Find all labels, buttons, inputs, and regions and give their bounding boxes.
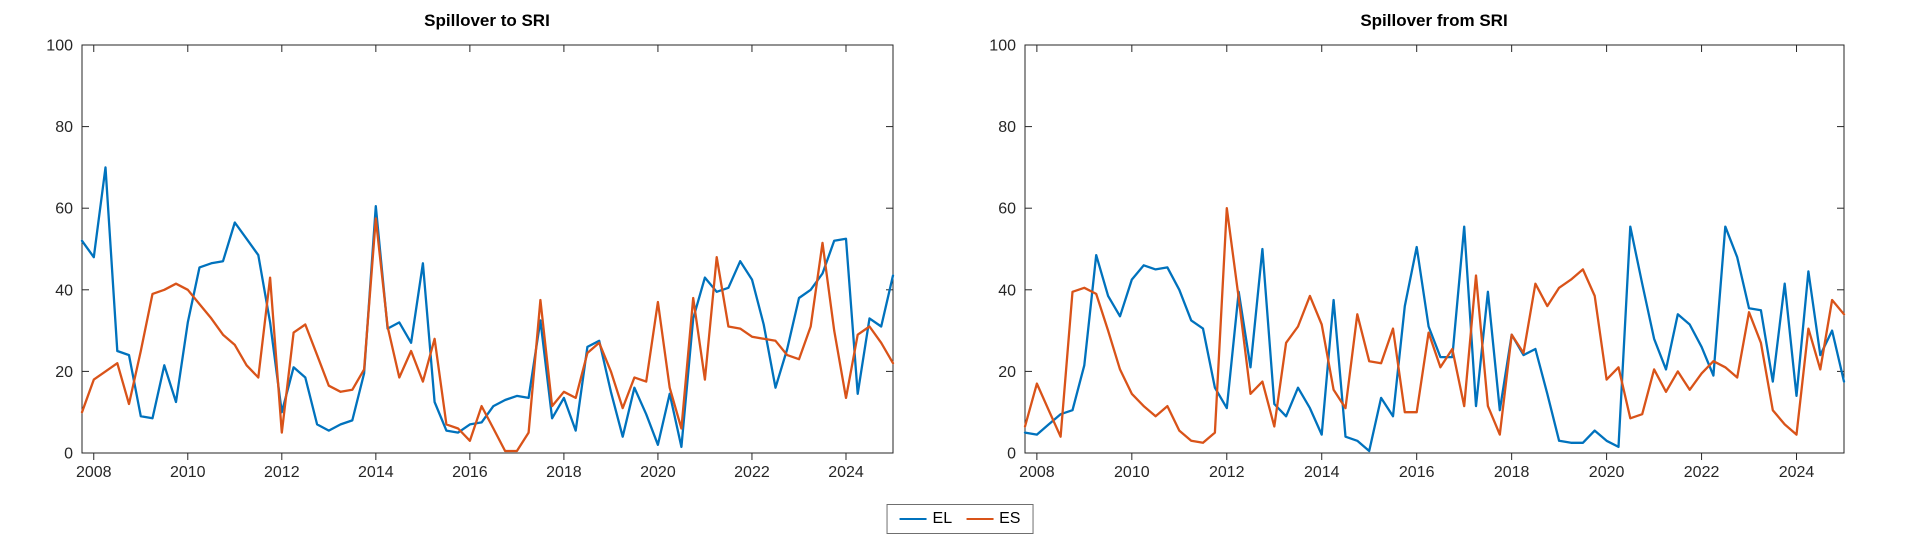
y-tick-label: 100 bbox=[989, 38, 1016, 55]
y-tick-label: 40 bbox=[998, 282, 1016, 299]
x-tick-label: 2022 bbox=[734, 464, 770, 481]
legend-label-es: ES bbox=[999, 510, 1021, 527]
chart-spillover-from-sri-canvas: Spillover from SRI 2008 2010 2012 2014 2016 2… bbox=[989, 11, 1846, 481]
legend-item-el: EL bbox=[899, 509, 953, 529]
x-tick-label: 2010 bbox=[170, 464, 206, 481]
chart-spillover-from-sri: Spillover from SRI 2008 2010 2012 2014 2016 2… bbox=[960, 0, 1920, 540]
y-tick-label: 20 bbox=[55, 364, 73, 381]
legend: EL ES bbox=[886, 504, 1034, 534]
x-tick-label: 2014 bbox=[1304, 464, 1340, 481]
x-tick-label: 2020 bbox=[1589, 464, 1625, 481]
el-series-line bbox=[1023, 225, 1846, 453]
el-line-sample bbox=[899, 518, 927, 520]
x-tick-label: 2010 bbox=[1114, 464, 1150, 481]
x-tick-label: 2014 bbox=[358, 464, 394, 481]
y-tick-label: 40 bbox=[55, 282, 73, 299]
chart-spillover-to-sri: Spillover to SRI 2008 2010 2012 2014 2016 201… bbox=[46, 11, 895, 481]
y-tick-label: 20 bbox=[998, 364, 1016, 381]
chart-title-right: Spillover from SRI bbox=[1360, 11, 1507, 30]
chart-spillover-to-sri-canvas: Spillover to SRI 2008 2010 2012 2014 2016 201… bbox=[46, 11, 895, 481]
x-tick-label: 2016 bbox=[1399, 464, 1435, 481]
x-tick-label: 2024 bbox=[828, 464, 864, 481]
x-tick-label: 2008 bbox=[1019, 464, 1055, 481]
y-tick-label: 0 bbox=[64, 446, 73, 463]
chart-title-left: Spillover to SRI bbox=[424, 11, 550, 30]
es-line-sample bbox=[966, 518, 994, 520]
es-series-line bbox=[1023, 207, 1846, 444]
y-tick-label: 60 bbox=[55, 201, 73, 218]
x-tick-label: 2024 bbox=[1779, 464, 1815, 481]
x-tick-label: 2016 bbox=[452, 464, 488, 481]
x-tick-label: 2018 bbox=[1494, 464, 1530, 481]
x-tick-label: 2018 bbox=[546, 464, 582, 481]
y-tick-label: 0 bbox=[1007, 446, 1016, 463]
y-tick-label: 100 bbox=[46, 38, 73, 55]
x-tick-label: 2020 bbox=[640, 464, 676, 481]
legend-label-el: EL bbox=[932, 510, 953, 527]
legend-item-es: ES bbox=[966, 509, 1020, 529]
x-tick-label: 2022 bbox=[1684, 464, 1720, 481]
es-series-line bbox=[80, 217, 895, 453]
x-tick-label: 2012 bbox=[264, 464, 300, 481]
x-tick-label: 2008 bbox=[76, 464, 112, 481]
y-tick-label: 60 bbox=[998, 201, 1016, 218]
el-series-line bbox=[80, 166, 895, 449]
y-tick-label: 80 bbox=[55, 119, 73, 136]
x-tick-label: 2012 bbox=[1209, 464, 1245, 481]
y-tick-label: 80 bbox=[998, 119, 1016, 136]
